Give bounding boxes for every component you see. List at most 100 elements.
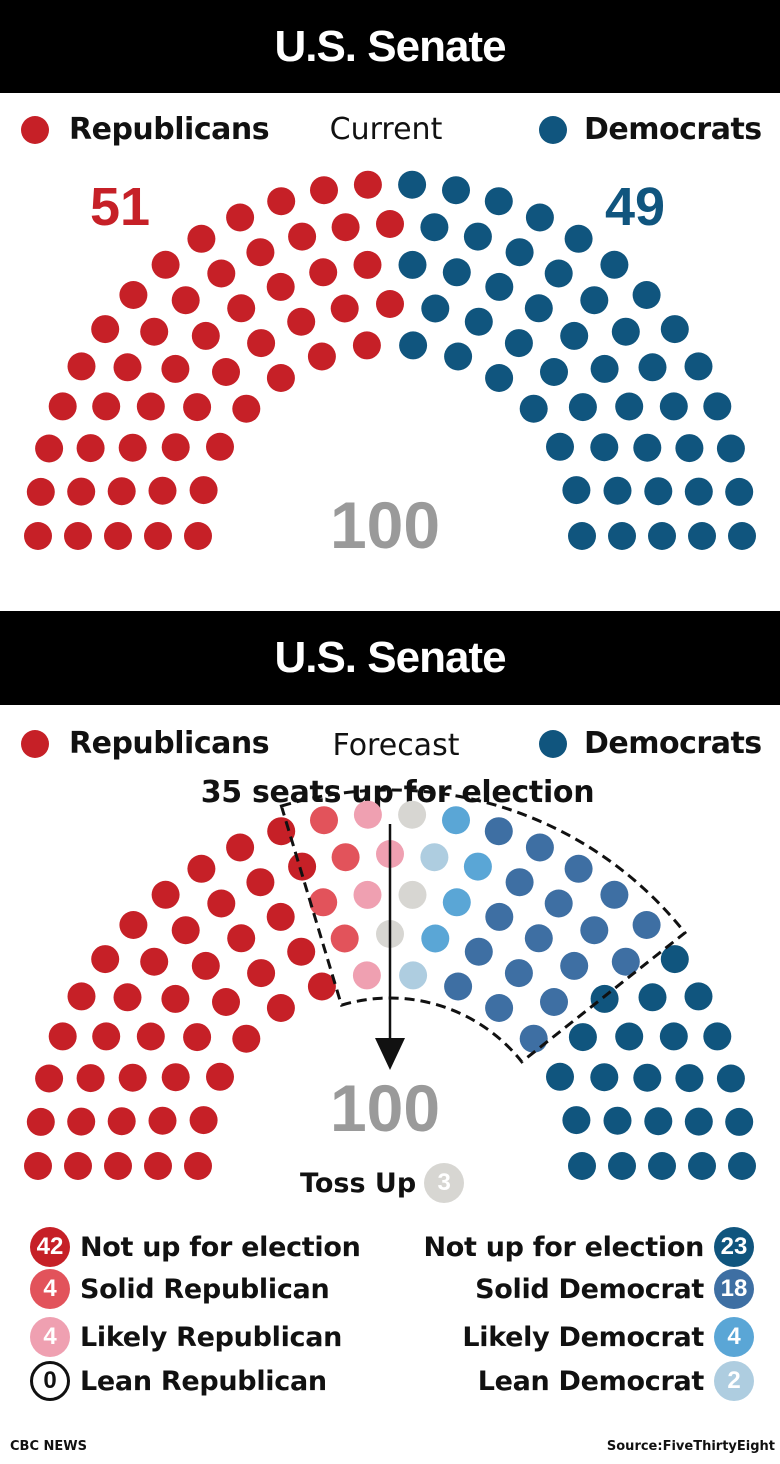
current-seat — [206, 432, 234, 461]
legend-item-solid-republican: 4 Solid Republican — [30, 1269, 330, 1309]
current-seat — [307, 342, 336, 371]
forecast-seat — [560, 951, 589, 980]
forecast-seat — [171, 916, 200, 945]
current-seat — [444, 342, 473, 371]
current-seat — [207, 259, 236, 288]
forecast-seat — [191, 951, 220, 980]
current-seat — [648, 522, 676, 550]
forecast-seat — [464, 937, 493, 966]
current-seat — [600, 250, 629, 279]
current-seat — [64, 522, 92, 550]
forecast-seat — [353, 800, 382, 829]
current-seat — [376, 210, 404, 238]
current-seat — [76, 434, 105, 463]
current-seat — [376, 290, 404, 318]
current-seat — [310, 176, 338, 205]
current-total-seats: 100 — [329, 488, 441, 562]
current-seat — [632, 281, 661, 309]
current-seat — [524, 294, 553, 323]
forecast-seat — [399, 961, 428, 990]
forecast-seat — [633, 1063, 662, 1092]
current-mode-label: Current — [329, 112, 443, 147]
forecast-seat — [544, 889, 573, 918]
forecast-seat — [590, 984, 619, 1013]
current-seat — [136, 392, 165, 421]
forecast-seat — [35, 1064, 64, 1093]
current-seat — [331, 213, 360, 242]
legend-count-badge: 18 — [714, 1269, 754, 1309]
forecast-seat — [568, 1023, 597, 1052]
forecast-seat — [212, 988, 240, 1016]
seats-up-boundary — [279, 788, 688, 1064]
forecast-seat — [688, 1152, 716, 1180]
current-seat — [92, 392, 121, 421]
forecast-seat — [266, 902, 295, 931]
current-seat — [232, 394, 261, 423]
forecast-seat — [136, 1022, 165, 1051]
forecast-seat-arc — [24, 788, 756, 1180]
forecast-seat — [675, 1064, 704, 1093]
forecast-seat — [247, 959, 276, 988]
forecast-seat — [603, 1106, 632, 1135]
current-seat — [107, 477, 136, 506]
current-seat — [113, 353, 142, 382]
credit: CBC NEWS — [10, 1439, 87, 1454]
current-seat — [464, 307, 493, 336]
current-seat — [564, 224, 593, 253]
forecast-seat — [525, 833, 554, 862]
current-seat — [442, 258, 471, 287]
forecast-seat — [632, 911, 661, 939]
forecast-seat — [148, 1106, 177, 1135]
forecast-seat — [67, 982, 96, 1011]
legend-item-solid-democrat: Solid Democrat 18 — [475, 1269, 754, 1309]
democrats-legend-dot — [539, 116, 567, 144]
forecast-seat — [600, 880, 629, 909]
republicans-legend-dot — [21, 116, 49, 144]
forecast-seat — [206, 1062, 234, 1091]
seats-up-subtitle: 35 seats up for election — [200, 775, 595, 810]
current-seat — [266, 364, 295, 392]
forecast-seat — [184, 1152, 212, 1180]
legend-label: Not up for election — [423, 1231, 704, 1263]
forecast-seat — [107, 1107, 136, 1136]
current-seat — [67, 352, 96, 381]
forecast-seat — [48, 1022, 77, 1051]
legend-label: Lean Democrat — [477, 1365, 705, 1397]
republicans-legend-label: Republicans — [69, 112, 270, 147]
current-seat — [148, 476, 177, 505]
current-seat — [246, 238, 275, 267]
forecast-seat — [67, 1107, 96, 1136]
current-seat — [226, 203, 255, 232]
forecast-seat — [648, 1152, 676, 1180]
current-seat — [287, 307, 316, 336]
forecast-seat — [638, 983, 667, 1012]
current-seat — [590, 433, 619, 462]
forecast-seat — [26, 1107, 55, 1136]
forecast-seat — [161, 1063, 190, 1092]
current-seat — [540, 358, 568, 386]
current-seat — [485, 272, 514, 301]
forecast-total-seats: 100 — [329, 1071, 441, 1145]
current-seat — [212, 358, 240, 386]
forecast-seat — [64, 1152, 92, 1180]
republicans-legend-label: Republicans — [69, 726, 270, 761]
current-seat — [568, 393, 597, 422]
current-title: U.S. Senate — [0, 0, 780, 93]
forecast-seat — [207, 889, 236, 918]
current-seat — [398, 250, 427, 279]
forecast-seat — [660, 945, 689, 974]
forecast-seat — [232, 1024, 261, 1053]
forecast-seat — [590, 1063, 619, 1092]
current-seat — [660, 315, 689, 344]
forecast-seat — [684, 1107, 713, 1136]
current-seat — [26, 477, 55, 506]
forecast-seat — [91, 945, 120, 974]
current-seat — [442, 176, 470, 205]
forecast-seat — [442, 806, 470, 835]
current-seat — [611, 317, 640, 346]
forecast-seat — [226, 833, 255, 862]
republican-seat-count: 51 — [90, 177, 151, 237]
forecast-seat — [144, 1152, 172, 1180]
current-seat — [725, 477, 754, 506]
forecast-seat — [485, 994, 514, 1022]
